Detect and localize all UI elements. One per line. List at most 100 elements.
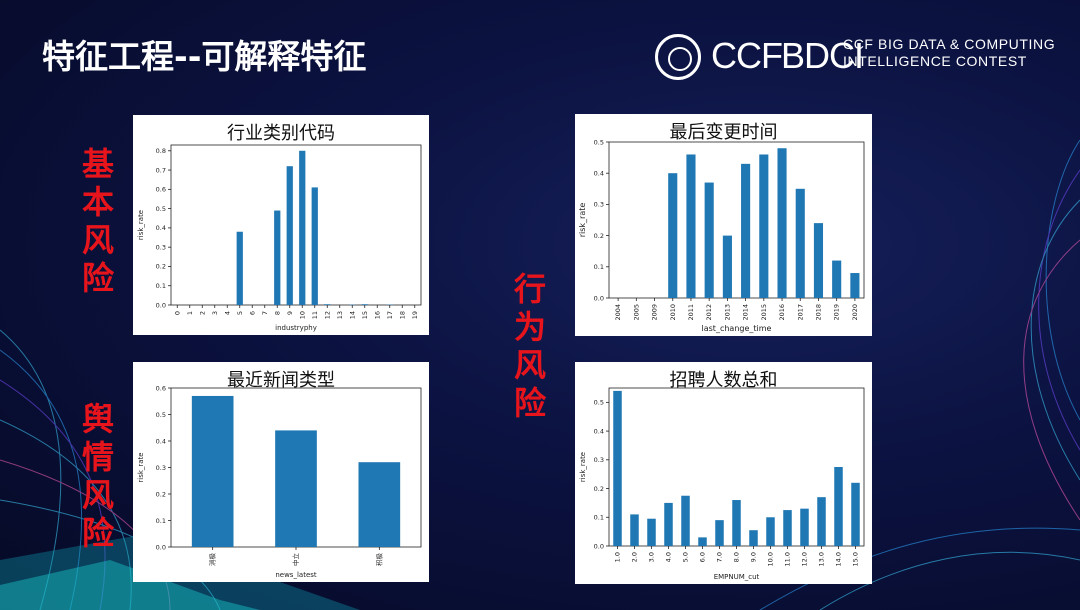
x-tick-label: 18 [398, 311, 406, 319]
chart-title: 最近新闻类型 [227, 370, 335, 391]
x-tick-label: 9.0 [750, 552, 758, 562]
ccf-seal-icon [655, 34, 701, 80]
x-tick-label: 3.0 [648, 552, 656, 562]
bar [850, 273, 860, 298]
bar [664, 502, 673, 546]
bar [274, 210, 281, 305]
x-tick-label: 15.0 [852, 552, 860, 566]
chart-empnum: 0.0 0.1 0.2 0.3 0.4 0.5 1.0 2.0 3.0 4.0 5.0 6.0 7.0 8… [579, 387, 865, 581]
y-tick-label: 0.0 [156, 543, 166, 551]
bar [777, 148, 787, 298]
x-tick-label: 2011 [687, 304, 695, 321]
x-tick-label: 15 [361, 311, 369, 319]
x-tick-label: 16 [373, 311, 381, 319]
x-axis-label: EMPNUM_cut [714, 573, 760, 581]
bar [851, 482, 860, 546]
slide-title: 特征工程--可解释特征 [42, 37, 367, 76]
bar [759, 154, 769, 298]
y-tick-label: 0.4 [156, 224, 166, 232]
chart-panel-empnum: 0.0 0.1 0.2 0.3 0.4 0.5 1.0 2.0 3.0 4.0 5.0 6.0 7.0 8… [575, 362, 872, 584]
bar [749, 530, 758, 546]
y-tick-label: 0.7 [156, 166, 166, 174]
y-tick-label: 0.1 [156, 282, 166, 290]
bar [722, 235, 732, 298]
x-tick-label: 1 [186, 311, 194, 315]
x-tick-label: 2018 [814, 304, 822, 321]
bar [236, 231, 243, 305]
x-tick-label: 2016 [778, 304, 786, 321]
x-tick-label: 2012 [705, 304, 713, 321]
bar [191, 395, 234, 547]
basic-risk-label: 基本风险 [81, 145, 114, 297]
x-tick-label: 1.0 [614, 552, 622, 562]
y-tick-label: 0.5 [594, 138, 604, 146]
y-axis-label: risk_rate [579, 452, 587, 482]
chart-industry: 0.0 0.1 0.2 0.3 0.4 0.5 0.6 0.7 0.8 0 1 2 3 4 5 6 7 8 9 10 1… [137, 144, 422, 332]
x-tick-label: 2017 [796, 304, 804, 321]
y-tick-label: 0.5 [594, 399, 604, 407]
bar [647, 518, 656, 546]
y-axis-label: risk_rate [137, 452, 145, 482]
chart-news: 0.0 0.1 0.2 0.3 0.4 0.5 0.6 消极 中立 积极 news_latest ri… [137, 384, 422, 579]
bar [275, 430, 317, 547]
bar [668, 173, 678, 298]
bar [311, 187, 318, 305]
x-tick-label: 2020 [851, 304, 859, 321]
bar [783, 510, 792, 546]
chart-title: 招聘人数总和 [669, 370, 778, 391]
x-tick-label: 2005 [632, 304, 640, 321]
x-axis-label: industryphy [275, 324, 317, 332]
x-tick-label: 0 [173, 311, 181, 315]
bar [832, 260, 842, 298]
chart-panel-industry: 0.0 0.1 0.2 0.3 0.4 0.5 0.6 0.7 0.8 0 1 2 3 4 5 6 7 8 9 10 1… [133, 115, 429, 335]
x-tick-label: 2 [198, 311, 206, 315]
y-tick-label: 0.2 [594, 232, 604, 240]
ccf-bdci-logo: CCF BDCI CCF BIG DATA & COMPUTING INTELL… [655, 34, 1065, 80]
y-tick-label: 0.5 [156, 411, 166, 419]
bar [324, 304, 331, 305]
bar [741, 163, 751, 298]
chart-last-change: 0.0 0.1 0.2 0.3 0.4 0.5 2004 2005 2009 2010 2011 20… [578, 138, 865, 333]
x-tick-label: 4 [223, 311, 231, 315]
bar [795, 188, 805, 298]
logo-tagline-1: CCF BIG DATA & COMPUTING [843, 36, 1056, 52]
bar [299, 150, 306, 305]
bar [817, 497, 826, 546]
bar [813, 223, 824, 298]
y-axis-label: risk_rate [137, 210, 145, 240]
y-tick-label: 0.0 [594, 542, 604, 550]
y-tick-label: 0.3 [156, 464, 166, 472]
x-tick-label: 2019 [833, 304, 841, 321]
bar [732, 500, 741, 546]
x-tick-label: 13.0 [818, 552, 826, 566]
bar [613, 390, 622, 546]
y-tick-label: 0.1 [156, 517, 166, 525]
bar [361, 304, 368, 305]
x-tick-label: 19 [411, 311, 419, 319]
x-tick-label: 12 [323, 311, 331, 319]
bar [704, 182, 714, 298]
y-tick-label: 0.2 [156, 490, 166, 498]
y-tick-label: 0.2 [156, 263, 166, 271]
y-tick-label: 0.1 [594, 263, 604, 271]
y-tick-label: 0.4 [156, 437, 166, 445]
x-tick-label: 7.0 [716, 552, 724, 562]
chart-panel-last-change: 0.0 0.1 0.2 0.3 0.4 0.5 2004 2005 2009 2010 2011 20… [575, 114, 872, 336]
y-tick-label: 0.5 [156, 205, 166, 213]
x-tick-label: 2015 [760, 304, 768, 321]
logo-tagline-2: INTELLIGENCE CONTEST [843, 53, 1027, 69]
x-tick-label: 14.0 [835, 552, 843, 566]
x-tick-label: 2010 [669, 304, 677, 321]
opinion-risk-label: 舆情风险 [81, 400, 114, 552]
y-tick-label: 0.4 [594, 170, 604, 178]
x-axis-label: news_latest [275, 571, 317, 579]
bar [715, 520, 724, 546]
x-tick-label: 4.0 [665, 552, 673, 562]
x-tick-label: 10 [298, 311, 306, 319]
y-tick-label: 0.3 [594, 456, 604, 464]
y-tick-label: 0.1 [594, 514, 604, 522]
chart-title: 最后变更时间 [669, 122, 778, 143]
behavior-risk-label: 行为风险 [513, 270, 546, 422]
bar [834, 467, 843, 546]
x-tick-label: 14 [348, 311, 356, 319]
